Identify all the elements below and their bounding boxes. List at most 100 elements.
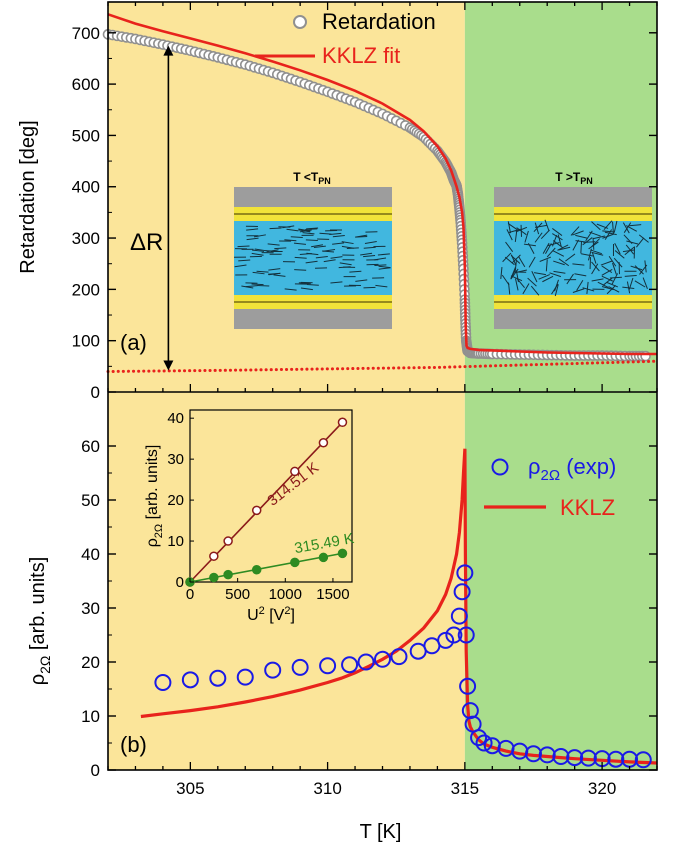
lc-molecule (553, 260, 565, 266)
lc-molecule (252, 249, 265, 252)
lc-molecule (538, 274, 550, 280)
lc-molecule (614, 243, 621, 255)
lc-molecule (511, 254, 521, 264)
inset-cell-nematic (234, 187, 392, 329)
lc-molecule (378, 267, 391, 270)
inset-point (290, 557, 300, 568)
lc-molecule (602, 277, 613, 286)
lc-molecule (330, 281, 343, 284)
rho-exp-point (450, 607, 468, 625)
lc-molecule (245, 285, 258, 288)
delta-r-label: ΔR (130, 229, 163, 256)
lc-molecule (628, 277, 634, 290)
inset-point (209, 551, 219, 561)
lc-molecule (506, 229, 513, 241)
lc-molecule (608, 255, 617, 267)
x-tick-label: 315 (451, 779, 479, 798)
x-axis-label: T [K] (360, 821, 402, 843)
lc-molecule (311, 244, 324, 248)
lc-molecule (591, 278, 604, 282)
lc-molecule (374, 257, 387, 261)
lc-molecule (504, 256, 515, 266)
lc-molecule (374, 264, 387, 267)
rho-exp-point (634, 751, 652, 769)
rho-exp-point (181, 671, 199, 689)
panel-b-y-tick-label: 20 (81, 653, 100, 672)
lc-molecule (251, 283, 264, 286)
lc-molecule (323, 249, 336, 252)
lc-molecule (360, 252, 373, 256)
lc-molecule (606, 284, 616, 295)
legend-retardation-label: Retardation (322, 9, 436, 34)
panel-a-y-tick-label: 600 (72, 75, 100, 94)
lc-molecule (622, 286, 635, 289)
lc-molecule (572, 239, 580, 251)
lc-molecule (534, 272, 547, 276)
lc-molecule (282, 225, 295, 229)
panel-b-y-axis-label: ρ2Ω [arb. units] (27, 557, 53, 686)
lc-molecule (623, 234, 633, 244)
panel-a-y-tick-label: 700 (72, 24, 100, 43)
lc-molecule (269, 227, 282, 230)
lc-molecule (552, 234, 558, 247)
lc-molecule (378, 265, 391, 269)
rho-exp-point (552, 748, 570, 765)
lc-molecule (501, 274, 510, 286)
lc-molecule (284, 288, 297, 291)
lc-molecule (572, 263, 585, 266)
lc-molecule (629, 224, 642, 227)
inset-point (223, 536, 233, 546)
glass-plate-bottom (234, 309, 392, 329)
panel-a-y-tick-label: 0 (91, 383, 100, 402)
rho-exp-point (154, 674, 172, 692)
panel-a-y-tick-label: 100 (72, 332, 100, 351)
lc-molecule (545, 259, 548, 272)
lc-molecule (613, 220, 618, 233)
inset-y-tick-label: 0 (176, 574, 184, 591)
panel-b-y-tick-label: 50 (81, 491, 100, 510)
lc-molecule (613, 257, 623, 268)
lc-molecule (505, 241, 514, 252)
lc-molecule (549, 272, 562, 278)
lc-molecule (290, 236, 303, 238)
inset-point (223, 569, 233, 580)
lc-molecule (294, 256, 307, 259)
lc-molecule (623, 222, 632, 233)
inset-y-tick-label: 30 (167, 451, 184, 468)
lc-molecule (355, 235, 368, 238)
lc-molecule (515, 278, 519, 291)
inset-point (209, 572, 219, 583)
inset-x-tick-label: 0 (186, 586, 194, 603)
lc-molecule (601, 275, 613, 282)
lc-molecule (299, 253, 312, 255)
lc-molecule (557, 244, 569, 251)
lc-molecule (546, 247, 556, 258)
inset-point (290, 466, 300, 477)
panel-b-region-isotropic (464, 392, 657, 770)
x-tick-label: 305 (176, 779, 204, 798)
lc-molecule (516, 227, 527, 236)
lc-molecule (622, 249, 635, 253)
lc-molecule (267, 243, 280, 246)
lc-molecule (558, 258, 570, 267)
lc-molecule (246, 237, 259, 241)
lc-molecule (363, 246, 376, 249)
rho-exp-point (524, 745, 542, 763)
lc-molecule (591, 252, 597, 264)
lc-molecule (597, 281, 609, 288)
lc-molecule (552, 228, 563, 236)
lc-molecule (531, 270, 538, 283)
lc-molecule (237, 245, 250, 248)
lc-molecule (552, 250, 565, 257)
lc-molecule (604, 229, 613, 240)
lc-molecule (530, 285, 540, 296)
kklz-line-b (140, 448, 658, 765)
lc-molecule (622, 222, 630, 234)
lc-molecule (603, 220, 613, 230)
lc-molecule (510, 275, 523, 282)
lc-molecule (638, 234, 649, 243)
lc-molecule (591, 263, 599, 275)
rho-exp-point (566, 749, 584, 767)
lc-molecule (634, 280, 646, 288)
